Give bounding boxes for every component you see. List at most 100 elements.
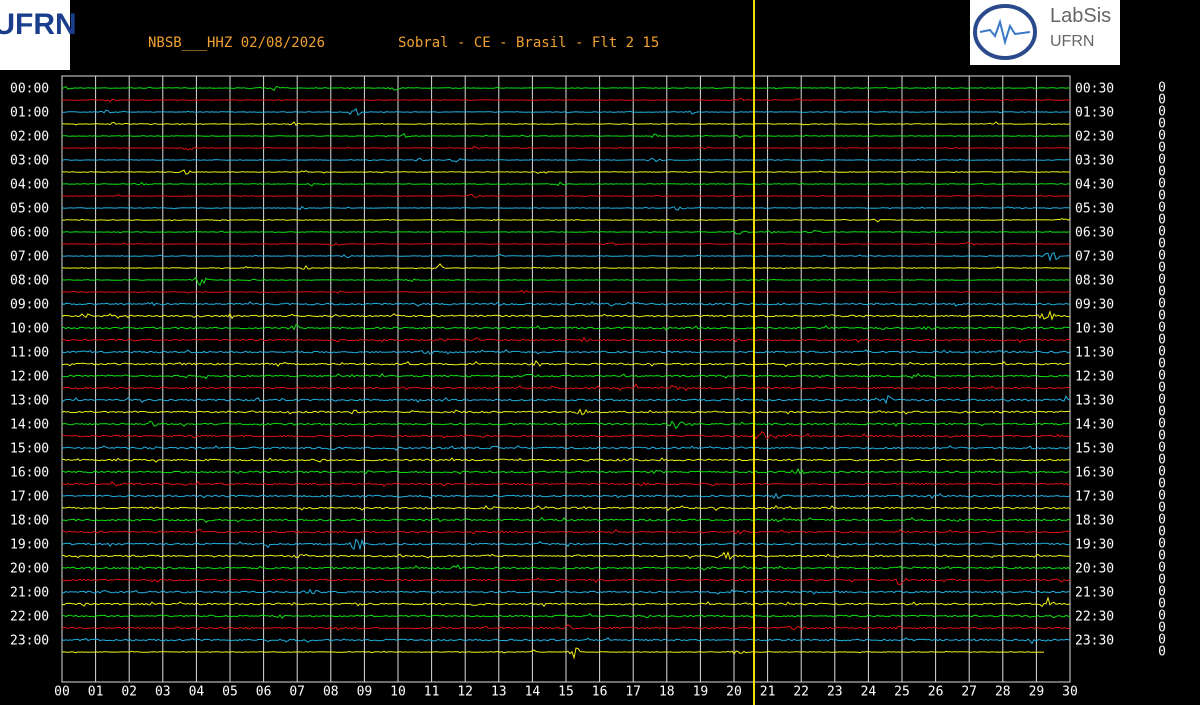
- half-hour-label: 03:30: [1075, 154, 1114, 169]
- x-label: 15: [558, 685, 574, 700]
- zero-label: 0: [1158, 261, 1166, 276]
- trace: [61, 408, 1070, 416]
- half-hour-label: 17:30: [1075, 490, 1114, 505]
- half-hour-label: 23:30: [1075, 634, 1114, 649]
- half-hour-label: 06:30: [1075, 226, 1114, 241]
- hour-label: 07:00: [10, 250, 49, 265]
- zero-label: 0: [1158, 645, 1166, 660]
- zero-label: 0: [1158, 213, 1166, 228]
- zero-label: 0: [1158, 273, 1166, 288]
- half-hour-label: 01:30: [1075, 106, 1114, 121]
- x-label: 25: [894, 685, 910, 700]
- zero-label: 0: [1158, 597, 1166, 612]
- zero-label: 0: [1158, 225, 1166, 240]
- hour-label: 08:00: [10, 274, 49, 289]
- x-label: 07: [289, 685, 305, 700]
- zero-label: 0: [1158, 561, 1166, 576]
- zero-label: 0: [1158, 525, 1166, 540]
- half-hour-label: 09:30: [1075, 298, 1114, 313]
- hour-label: 17:00: [10, 490, 49, 505]
- x-label: 21: [760, 685, 776, 700]
- zero-label: 0: [1158, 549, 1166, 564]
- logo-right-subtitle: UFRN: [1050, 33, 1094, 50]
- trace: [61, 480, 1071, 487]
- trace: [61, 395, 1071, 405]
- zero-label: 0: [1158, 321, 1166, 336]
- zero-label: 0: [1158, 201, 1166, 216]
- x-label: 23: [827, 685, 843, 700]
- hour-label: 19:00: [10, 538, 49, 553]
- hour-label: 06:00: [10, 226, 49, 241]
- half-hour-label: 02:30: [1075, 130, 1114, 145]
- trace: [61, 372, 1071, 380]
- trace: [61, 613, 1071, 620]
- x-label: 22: [793, 685, 809, 700]
- zero-label: 0: [1158, 513, 1166, 528]
- zero-label: 0: [1158, 141, 1166, 156]
- hour-label: 14:00: [10, 418, 49, 433]
- zero-label: 0: [1158, 537, 1166, 552]
- logo-right-box: [970, 0, 1120, 65]
- trace: [61, 157, 1071, 163]
- half-hour-label: 22:30: [1075, 610, 1114, 625]
- hour-label: 00:00: [10, 82, 49, 97]
- zero-label: 0: [1158, 297, 1166, 312]
- logo-right-title: LabSis: [1050, 5, 1111, 27]
- hour-label: 16:00: [10, 466, 49, 481]
- hour-label: 13:00: [10, 394, 49, 409]
- hour-label: 12:00: [10, 370, 49, 385]
- trace: [61, 289, 1071, 294]
- trace: [61, 107, 1071, 116]
- hour-label: 21:00: [10, 586, 49, 601]
- x-label: 20: [726, 685, 742, 700]
- half-hour-label: 10:30: [1075, 322, 1114, 337]
- x-label: 04: [189, 685, 205, 700]
- half-hour-label: 18:30: [1075, 514, 1114, 529]
- logo-left: UFRN: [0, 0, 77, 70]
- zero-label: 0: [1158, 477, 1166, 492]
- zero-label: 0: [1158, 285, 1166, 300]
- zero-label: 0: [1158, 117, 1166, 132]
- zero-label: 0: [1158, 633, 1166, 648]
- trace: [61, 596, 1071, 608]
- zero-label: 0: [1158, 177, 1166, 192]
- zero-label: 0: [1158, 237, 1166, 252]
- trace: [61, 467, 1071, 475]
- logo-left-box: [0, 0, 70, 70]
- x-label: 18: [659, 685, 675, 700]
- zero-label: 0: [1158, 585, 1166, 600]
- x-label: 00: [54, 685, 70, 700]
- x-label: 12: [457, 685, 473, 700]
- zero-label: 0: [1158, 621, 1166, 636]
- trace: [61, 169, 1070, 175]
- trace: [61, 359, 1071, 368]
- x-label: 28: [995, 685, 1011, 700]
- hour-label: 18:00: [10, 514, 49, 529]
- x-label: 01: [88, 685, 104, 700]
- x-label: 16: [592, 685, 608, 700]
- half-hour-label: 14:30: [1075, 418, 1114, 433]
- trace: [61, 132, 1071, 139]
- zero-label: 0: [1158, 501, 1166, 516]
- hour-label: 11:00: [10, 346, 49, 361]
- zero-label: 0: [1158, 165, 1166, 180]
- trace: [61, 538, 1071, 551]
- hour-label: 04:00: [10, 178, 49, 193]
- half-hour-label: 00:30: [1075, 82, 1114, 97]
- hour-label: 03:00: [10, 154, 49, 169]
- trace: [61, 528, 1071, 535]
- zero-label: 0: [1158, 93, 1166, 108]
- trace: [61, 310, 1071, 321]
- half-hour-label: 07:30: [1075, 250, 1114, 265]
- half-hour-label: 19:30: [1075, 538, 1114, 553]
- trace: [62, 588, 1071, 595]
- x-label: 03: [155, 685, 171, 700]
- zero-label: 0: [1158, 441, 1166, 456]
- location-title: Sobral - CE - Brasil - Flt 2 15: [398, 35, 659, 51]
- half-hour-label: 11:30: [1075, 346, 1114, 361]
- trace: [61, 457, 1070, 463]
- x-label: 14: [525, 685, 541, 700]
- zero-label: 0: [1158, 465, 1166, 480]
- half-hour-label: 05:30: [1075, 202, 1114, 217]
- zero-label: 0: [1158, 381, 1166, 396]
